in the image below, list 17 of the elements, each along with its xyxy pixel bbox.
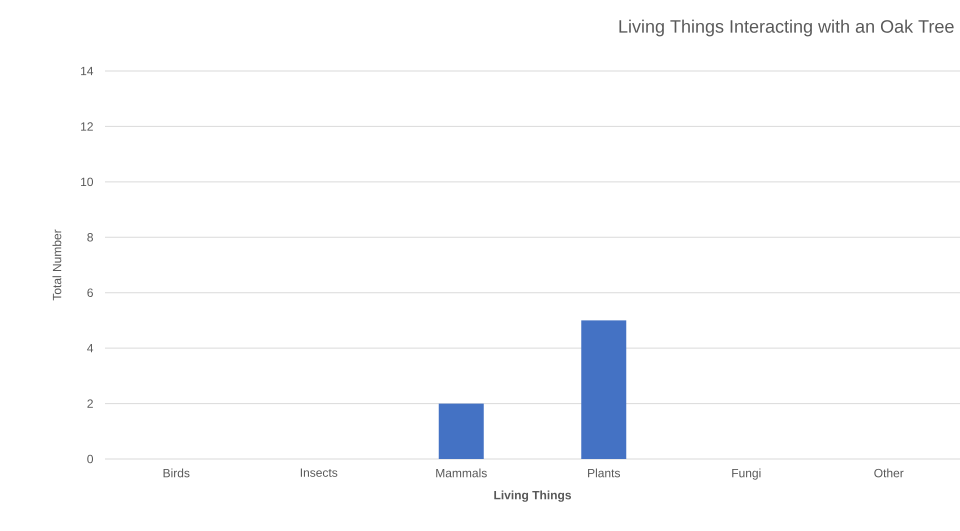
x-tick-label: Insects: [300, 468, 338, 477]
y-tick-label: 2: [87, 399, 93, 408]
y-tick-label: 4: [87, 344, 94, 352]
y-tick-label: 8: [87, 233, 93, 242]
y-tick-label: 12: [81, 122, 93, 131]
x-tick-label: Birds: [164, 468, 190, 478]
y-tick-label: 0: [87, 454, 94, 464]
x-tick-label: Mammals: [436, 468, 487, 478]
y-axis-title: Total Number: [52, 230, 62, 300]
x-axis-title: Living Things: [494, 490, 572, 502]
x-tick-label: Other: [874, 468, 904, 478]
y-tick-label: 14: [81, 66, 94, 76]
x-tick-label: Fungi: [732, 468, 760, 480]
y-tick-label: 6: [87, 288, 93, 297]
chart-title: Living Things Interacting with an Oak Tree: [619, 20, 954, 36]
y-tick-label: 10: [81, 178, 94, 186]
x-tick-label: Plants: [588, 468, 620, 478]
